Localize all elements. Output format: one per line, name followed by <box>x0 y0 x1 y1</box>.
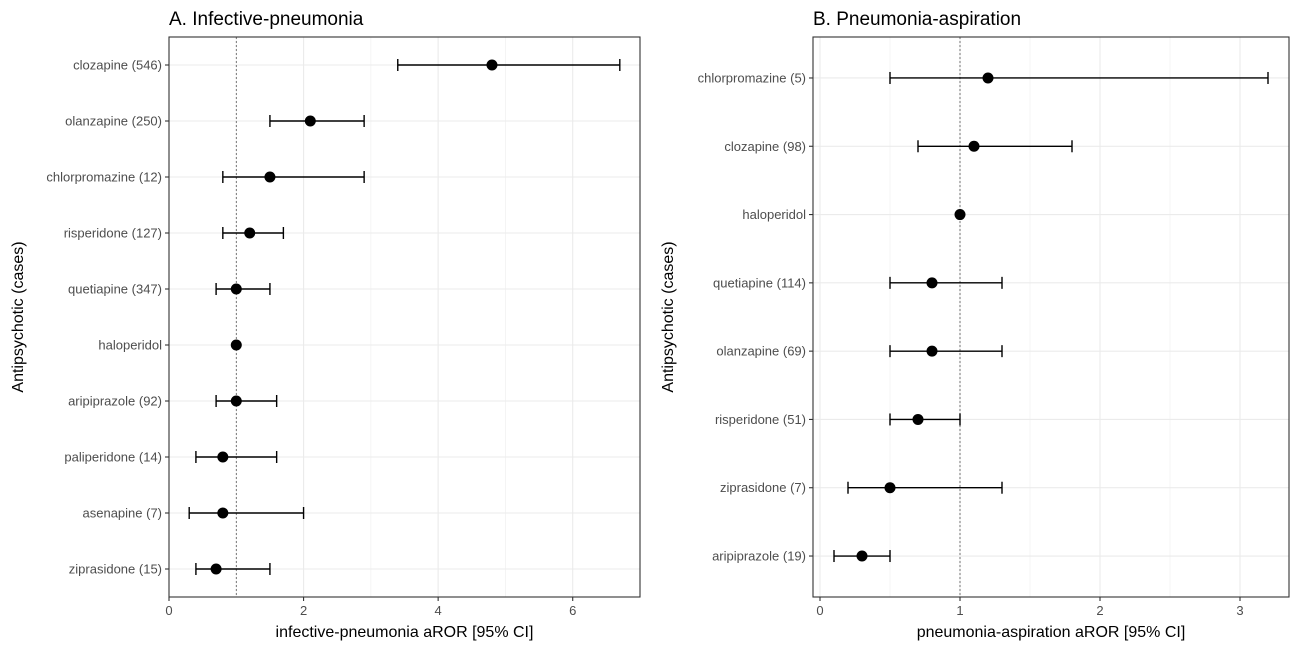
y-tick-label: haloperidol <box>98 338 162 353</box>
error-bar <box>195 563 271 575</box>
error-bar <box>397 59 621 71</box>
x-tick-label: 6 <box>569 603 576 618</box>
x-tick-label: 3 <box>1236 603 1243 618</box>
y-tick-label: asenapine (7) <box>83 506 163 521</box>
error-bar <box>889 71 1269 84</box>
data-point <box>217 507 229 519</box>
error-bar <box>269 115 365 127</box>
error-bar <box>215 395 278 407</box>
error-bar <box>889 345 1003 358</box>
x-tick-label: 0 <box>165 603 172 618</box>
y-tick-label: ziprasidone (7) <box>720 480 806 495</box>
y-tick-label: quetiapine (347) <box>68 282 162 297</box>
y-tick-label: olanzapine (250) <box>65 114 162 129</box>
data-point <box>244 227 256 239</box>
data-point <box>912 413 924 425</box>
x-axis-label: infective-pneumonia aROR [95% CI] <box>276 624 534 641</box>
data-point <box>264 171 276 183</box>
data-point <box>954 209 966 221</box>
panel-border <box>812 36 1290 598</box>
y-axis-label: Antipsychotic (cases) <box>10 241 27 392</box>
x-tick-label: 1 <box>956 603 963 618</box>
error-bar <box>195 451 278 463</box>
data-point <box>856 550 868 562</box>
y-tick-label: ziprasidone (15) <box>69 562 162 577</box>
panel-a: clozapine (546) olanzapine (250) chlorprom… <box>10 9 641 641</box>
error-bar <box>215 283 271 295</box>
data-point <box>982 72 994 84</box>
y-tick-label: paliperidone (14) <box>64 450 162 465</box>
y-tick-label: chlorpromazine (5) <box>698 70 806 85</box>
chart-title: A. Infective-pneumonia <box>169 9 364 30</box>
data-point <box>968 140 980 152</box>
y-tick-label: olanzapine (69) <box>716 344 806 359</box>
panel-border <box>168 36 641 598</box>
error-bar <box>889 413 961 426</box>
panel-b: chlorpromazine (5) clozapine (98) haloperi… <box>660 9 1290 641</box>
data-point <box>926 277 938 289</box>
data-point <box>926 345 938 357</box>
error-bar <box>188 507 305 519</box>
x-tick-label: 2 <box>300 603 307 618</box>
data-point <box>486 59 498 71</box>
data-point <box>230 283 242 295</box>
y-tick-label: risperidone (51) <box>715 412 806 427</box>
y-tick-label: haloperidol <box>742 207 806 222</box>
x-tick-label: 0 <box>816 603 823 618</box>
y-tick-label: clozapine (98) <box>724 139 806 154</box>
data-point <box>304 115 316 127</box>
y-tick-label: chlorpromazine (12) <box>46 170 162 185</box>
x-tick-label: 2 <box>1096 603 1103 618</box>
error-bar <box>222 171 365 183</box>
y-axis-label: Antipsychotic (cases) <box>660 241 677 392</box>
chart-title: B. Pneumonia-aspiration <box>813 9 1021 30</box>
data-point <box>884 482 896 494</box>
error-bar <box>889 276 1003 289</box>
y-tick-label: clozapine (546) <box>73 58 162 73</box>
x-axis-label: pneumonia-aspiration aROR [95% CI] <box>917 624 1186 641</box>
data-point <box>210 563 222 575</box>
data-point <box>230 339 242 351</box>
y-tick-label: aripiprazole (92) <box>68 394 162 409</box>
error-bar <box>847 481 1003 494</box>
y-tick-label: risperidone (127) <box>64 226 162 241</box>
x-tick-label: 4 <box>435 603 442 618</box>
data-point <box>217 451 229 463</box>
error-bar <box>917 140 1073 153</box>
data-point <box>230 395 242 407</box>
y-tick-label: quetiapine (114) <box>713 275 806 290</box>
y-tick-label: aripiprazole (19) <box>712 549 806 564</box>
